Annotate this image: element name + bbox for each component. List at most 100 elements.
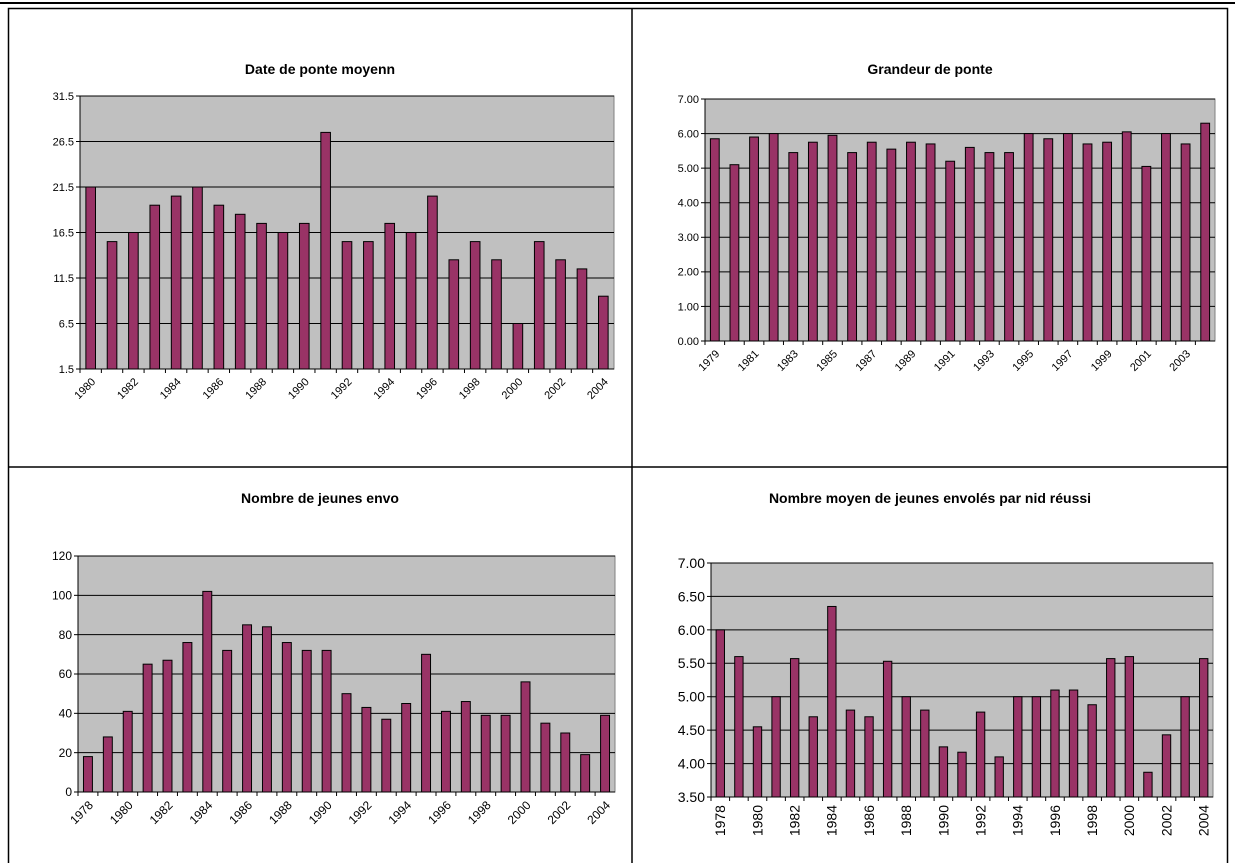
y-tick-label: 6.50	[678, 588, 705, 604]
y-tick-label: 5.00	[678, 163, 699, 175]
x-tick-label: 1992	[346, 798, 375, 827]
bar	[984, 152, 995, 342]
chart-title: Grandeur de ponte	[867, 61, 992, 77]
x-tick-label: 1982	[787, 805, 803, 836]
y-tick-label: 1.00	[678, 301, 699, 313]
chart-title: Date de ponte moyenn	[245, 61, 395, 77]
bar	[1161, 734, 1172, 798]
x-tick-label: 2000	[500, 376, 526, 402]
x-tick-label: 1981	[736, 348, 762, 374]
y-tick-label: 26.5	[53, 136, 74, 148]
bar	[749, 136, 759, 342]
x-tick-label: 1992	[972, 805, 988, 836]
chart-title: Nombre moyen de jeunes envolés par nid r…	[769, 490, 1091, 506]
bar	[752, 726, 763, 798]
bar	[845, 709, 856, 798]
bar	[1013, 696, 1023, 798]
y-tick-label: 11.5	[53, 273, 74, 285]
x-tick-label: 2000	[505, 798, 534, 827]
x-tick-label: 1990	[935, 805, 951, 836]
bar	[401, 703, 412, 793]
bar	[906, 141, 916, 342]
bar	[925, 143, 936, 342]
y-tick-label: 80	[59, 628, 73, 642]
y-tick-label: 3.50	[678, 789, 705, 805]
bar	[213, 204, 225, 370]
y-tick-label: 7.00	[678, 555, 705, 571]
bar	[901, 696, 911, 798]
bar	[882, 660, 893, 798]
bar	[192, 186, 203, 370]
bar	[301, 649, 312, 793]
bar	[149, 204, 161, 370]
x-tick-label: 2004	[1196, 805, 1212, 836]
bar	[555, 259, 566, 370]
x-tick-label: 1978	[67, 798, 96, 827]
y-tick-label: 3.00	[678, 232, 699, 244]
bar	[771, 696, 781, 798]
bar	[222, 649, 233, 793]
x-tick-label: 1979	[697, 348, 723, 374]
bar	[202, 590, 213, 793]
x-tick-label: 1994	[371, 376, 397, 402]
bar	[788, 152, 799, 342]
bar	[994, 756, 1004, 798]
x-tick-label: 1988	[898, 805, 914, 836]
bar	[427, 195, 438, 370]
bar	[540, 722, 551, 793]
x-tick-label: 2002	[1158, 805, 1174, 836]
bar	[421, 653, 432, 793]
x-tick-label: 1994	[385, 798, 414, 827]
y-tick-label: 0	[65, 785, 72, 799]
bar	[600, 714, 611, 793]
x-tick-label: 1998	[465, 798, 494, 827]
bar	[768, 133, 779, 342]
bar	[533, 241, 545, 370]
bar	[709, 138, 720, 342]
y-tick-label: 7.00	[678, 94, 699, 106]
bar	[975, 711, 986, 798]
bar	[1180, 143, 1191, 342]
x-tick-label: 2002	[545, 798, 574, 827]
bar	[866, 141, 877, 342]
bar	[807, 141, 818, 342]
y-tick-label: 6.00	[678, 128, 699, 140]
bar	[170, 195, 182, 370]
chart-title: Nombre de jeunes envo	[241, 490, 399, 506]
bar	[520, 681, 531, 793]
bar	[945, 160, 956, 342]
y-tick-label: 120	[52, 549, 72, 563]
bar	[1004, 152, 1014, 342]
x-tick-label: 2004	[585, 376, 611, 402]
bar	[500, 714, 511, 793]
bar	[580, 754, 591, 793]
bar	[85, 186, 96, 370]
y-tick-label: 5.00	[678, 689, 705, 705]
y-tick-label: 16.5	[53, 227, 74, 239]
y-tick-label: 0.00	[678, 336, 699, 348]
x-tick-label: 1989	[893, 348, 919, 374]
y-tick-label: 21.5	[53, 182, 74, 194]
plot-area	[704, 98, 1216, 342]
bar	[277, 232, 289, 370]
bar	[122, 710, 133, 793]
bar	[1031, 696, 1042, 798]
y-tick-label: 1.5	[59, 364, 74, 376]
x-tick-label: 1990	[306, 798, 335, 827]
x-tick-label: 1984	[187, 798, 216, 827]
x-tick-label: 1984	[158, 376, 184, 402]
bar	[886, 148, 897, 342]
bar	[1082, 143, 1093, 342]
bar	[1023, 133, 1034, 342]
bar	[405, 232, 417, 370]
bar	[448, 259, 460, 370]
x-tick-label: 1980	[749, 805, 765, 836]
x-tick-label: 1998	[1084, 805, 1100, 836]
bar	[82, 756, 93, 793]
bar	[729, 164, 740, 342]
x-tick-label: 2001	[1128, 348, 1154, 374]
bar	[102, 736, 113, 793]
x-tick-label: 1986	[226, 798, 255, 827]
x-tick-label: 1988	[243, 376, 269, 402]
bar	[106, 241, 118, 370]
